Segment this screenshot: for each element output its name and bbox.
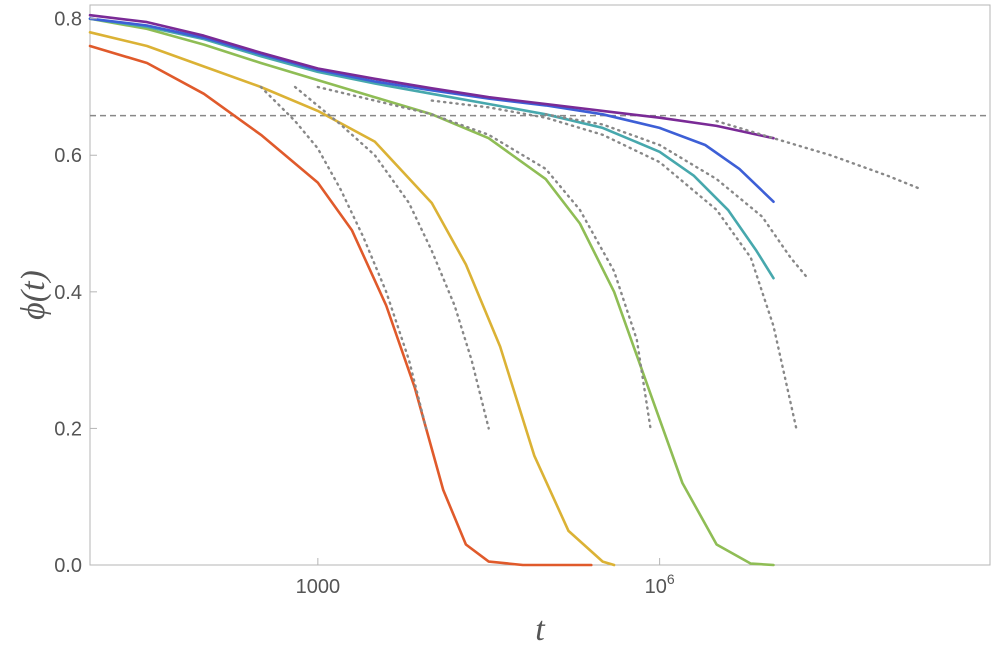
y-tick-label: 0.8 [54, 9, 82, 31]
x-tick-label: 106 [645, 571, 675, 598]
y-axis-title: ϕ(t) [15, 270, 52, 320]
series-curve-5 [88, 17, 775, 203]
y-tick-label: 0.0 [54, 555, 82, 577]
x-axis-title: t [535, 611, 546, 648]
series-curve-2 [88, 30, 616, 567]
series-asymptote-3 [316, 85, 652, 430]
series-curve-4 [88, 17, 775, 280]
series-asymptote-2 [293, 85, 490, 430]
y-tick-label: 0.2 [54, 418, 82, 440]
y-tick-label: 0.4 [54, 282, 82, 304]
y-tick-label: 0.6 [54, 145, 82, 167]
x-tick-exponent: 6 [667, 571, 675, 587]
series-asymptote-6 [715, 119, 923, 191]
series-asymptote-5 [544, 113, 809, 280]
plot-frame [89, 4, 991, 566]
series-curve-3 [88, 17, 775, 567]
series-curve-6 [88, 13, 775, 140]
x-tick-label: 1000 [296, 576, 341, 598]
series-asymptote-1 [259, 85, 428, 430]
series-curve-1 [88, 44, 593, 567]
series-asymptote-4 [430, 99, 798, 430]
